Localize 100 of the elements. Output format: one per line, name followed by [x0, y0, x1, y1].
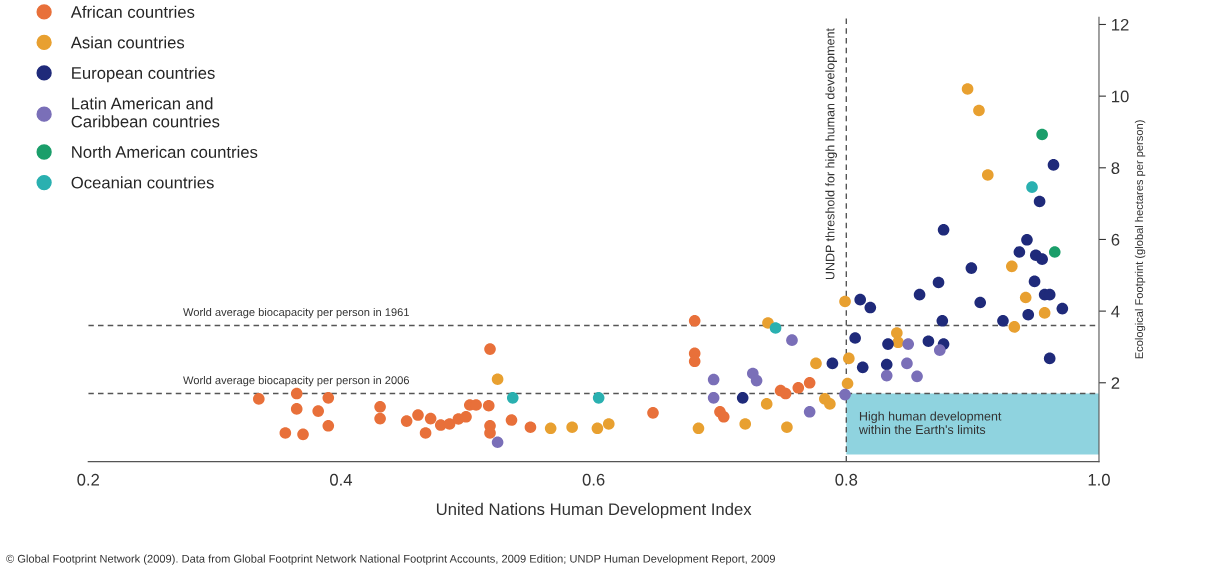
- point: [1008, 321, 1021, 333]
- x-tick-label: 1.0: [1088, 473, 1110, 486]
- point: [849, 332, 861, 344]
- point: [902, 338, 915, 350]
- point: [707, 373, 720, 386]
- point: [1033, 195, 1046, 208]
- point: [891, 327, 903, 339]
- point: [913, 288, 926, 301]
- point: [412, 409, 424, 421]
- point: [322, 392, 335, 404]
- point: [843, 352, 855, 365]
- point: [424, 412, 437, 425]
- point: [880, 358, 893, 371]
- y-axis-title: Ecological Footprint (global hectares per person): [1134, 120, 1146, 359]
- point: [602, 418, 615, 430]
- point: [544, 422, 557, 435]
- point: [760, 398, 773, 410]
- point: [460, 411, 472, 423]
- point: [688, 314, 701, 327]
- point: [297, 428, 309, 441]
- point: [1021, 234, 1033, 246]
- point: [901, 357, 913, 370]
- point: [312, 405, 325, 417]
- point: [1056, 302, 1069, 315]
- point: [781, 421, 793, 434]
- point: [1028, 275, 1041, 288]
- point: [1047, 159, 1060, 171]
- point: [839, 295, 851, 308]
- point: [786, 334, 798, 346]
- y-tick-label: 2: [1111, 377, 1120, 389]
- point: [290, 387, 303, 400]
- y-tick-label: 8: [1111, 162, 1120, 174]
- point: [524, 421, 537, 434]
- point: [322, 419, 335, 432]
- y-tick-label: 6: [1111, 233, 1120, 246]
- point: [932, 276, 945, 289]
- point: [864, 301, 877, 314]
- band-label: High human development within the Earth's limits: [858, 411, 1002, 435]
- point: [803, 376, 816, 389]
- x-tick-label: 0.6: [582, 473, 605, 486]
- point: [824, 398, 836, 410]
- point: [961, 83, 974, 95]
- point: [911, 370, 923, 383]
- point: [484, 343, 496, 355]
- point: [279, 427, 292, 439]
- legend-label: Oceanian countries: [71, 176, 214, 189]
- point: [739, 418, 752, 430]
- legend-label: Latin American and Caribbean countries: [71, 97, 220, 128]
- point: [750, 374, 763, 387]
- point: [1026, 181, 1038, 193]
- point: [841, 377, 854, 390]
- point: [779, 387, 792, 400]
- point: [792, 381, 805, 394]
- point: [374, 400, 386, 413]
- point: [717, 411, 730, 423]
- point: [922, 335, 935, 348]
- point: [839, 388, 851, 401]
- point: [880, 369, 893, 382]
- point: [491, 373, 504, 385]
- point: [419, 427, 432, 439]
- x-tick-label: 0.8: [835, 473, 858, 486]
- ref-line-label: UNDP threshold for high human development: [825, 28, 837, 280]
- point: [933, 344, 946, 356]
- point: [707, 392, 720, 404]
- point: [1036, 128, 1048, 141]
- point: [253, 393, 265, 405]
- point: [1019, 291, 1032, 304]
- point: [936, 314, 949, 327]
- legend-label: Asian countries: [70, 36, 185, 49]
- point: [810, 357, 822, 370]
- x-axis-title: United Nations Human Development Index: [436, 502, 752, 519]
- point: [290, 403, 303, 415]
- point: [491, 436, 504, 449]
- legend-label: African countries: [70, 5, 195, 18]
- y-tick-label: 4: [1111, 305, 1120, 318]
- point: [769, 322, 782, 334]
- point: [505, 414, 518, 426]
- point: [692, 422, 705, 435]
- point: [1022, 308, 1035, 321]
- legend-label: North American countries: [72, 145, 258, 158]
- point: [1048, 246, 1061, 258]
- point: [443, 418, 456, 430]
- point: [1038, 307, 1051, 319]
- point: [856, 361, 869, 374]
- point: [937, 223, 950, 236]
- point: [882, 338, 894, 350]
- point: [592, 392, 605, 404]
- point: [482, 399, 495, 412]
- point: [974, 296, 987, 309]
- x-tick-label: 0.4: [330, 473, 353, 486]
- point: [965, 262, 978, 274]
- y-tick-label: 12: [1112, 18, 1129, 31]
- point: [1013, 246, 1026, 258]
- legend-label: European countries: [72, 66, 215, 83]
- point: [826, 357, 839, 370]
- point: [400, 415, 413, 427]
- text: © Global Footprint Network (2009). Data from Global Footprint Network National Footprint Accounts, 2009 Edition; UNDP Human Development Report, 2009: [6, 554, 775, 565]
- point: [1043, 352, 1056, 365]
- point: [1006, 260, 1018, 273]
- ref-line-label: World average biocapacity per person in 1961: [183, 307, 409, 319]
